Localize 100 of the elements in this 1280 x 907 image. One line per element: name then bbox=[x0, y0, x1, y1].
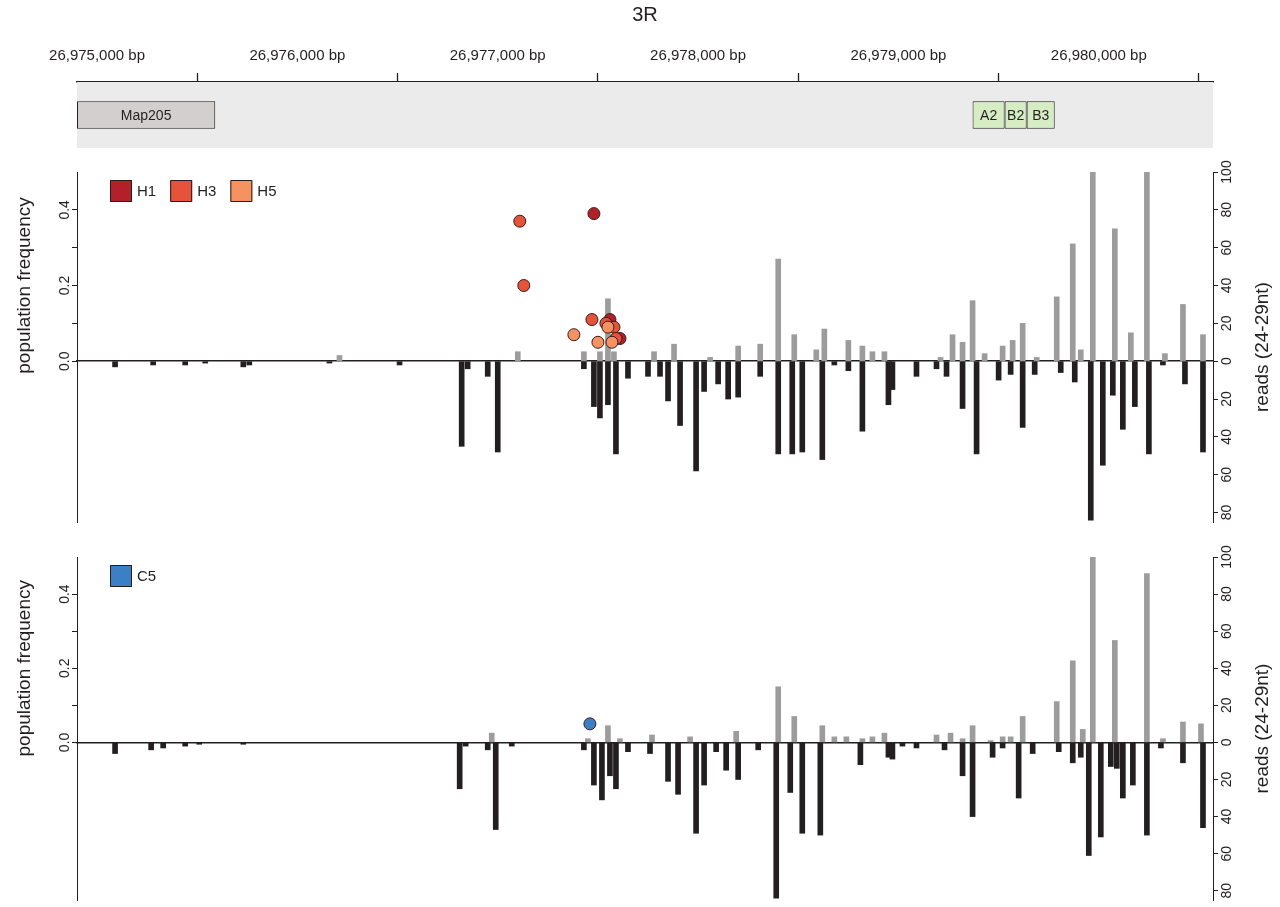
point bbox=[587, 207, 601, 221]
y2-tick-label: 60 bbox=[1217, 239, 1234, 256]
bar bbox=[687, 736, 693, 743]
bar bbox=[1162, 353, 1168, 362]
legend-label: C5 bbox=[137, 567, 157, 585]
bar bbox=[1180, 304, 1186, 362]
bar bbox=[1112, 640, 1118, 743]
bar bbox=[987, 740, 994, 743]
bar bbox=[1077, 349, 1084, 362]
bar bbox=[1200, 361, 1206, 453]
bar bbox=[1144, 172, 1150, 362]
y2-tick-label: 20 bbox=[1217, 697, 1234, 714]
series-label: A2 bbox=[980, 106, 998, 123]
bar bbox=[959, 738, 966, 743]
bar bbox=[757, 343, 764, 362]
point bbox=[513, 214, 527, 228]
y2-tick-label: 80 bbox=[1217, 586, 1234, 602]
y-tick-label: 0.0 bbox=[56, 351, 73, 371]
series-label: B2 bbox=[1007, 106, 1025, 123]
y-axis-title: population frequency bbox=[13, 579, 35, 757]
y2-tick-label: 40 bbox=[1217, 428, 1234, 445]
bar bbox=[581, 361, 587, 370]
bar bbox=[707, 357, 713, 362]
bar bbox=[671, 343, 677, 362]
y2-tick-label: 20 bbox=[1217, 391, 1234, 407]
x-tick-label: 26,980,000 bp bbox=[1050, 46, 1147, 64]
y2-tick-label: 100 bbox=[1217, 545, 1234, 569]
y2-tick-label: 60 bbox=[1217, 845, 1234, 862]
point bbox=[591, 335, 605, 349]
y-tick-label: 0.2 bbox=[56, 658, 73, 678]
x-tick-label: 26,977,000 bp bbox=[449, 46, 546, 64]
series-label: Map205 bbox=[120, 106, 172, 123]
bar bbox=[757, 361, 764, 377]
y2-axis-title: reads (24-29nt) bbox=[1251, 663, 1273, 794]
y2-tick-label: 60 bbox=[1217, 623, 1234, 639]
bar bbox=[1089, 172, 1096, 362]
bar bbox=[1033, 357, 1040, 362]
bar bbox=[1198, 723, 1204, 743]
bar bbox=[1079, 729, 1086, 743]
chart-title: 3R bbox=[632, 2, 658, 25]
bar bbox=[775, 361, 782, 455]
bar bbox=[1128, 332, 1134, 362]
bar bbox=[1053, 701, 1060, 743]
bar bbox=[1180, 721, 1186, 743]
x-tick-label: 26,978,000 bp bbox=[650, 46, 747, 64]
y2-tick-label: 40 bbox=[1217, 660, 1234, 677]
y-tick-label: 0.4 bbox=[56, 199, 73, 220]
y-tick-label: 0.4 bbox=[56, 584, 73, 604]
point bbox=[605, 335, 619, 349]
legend-label: H3 bbox=[197, 182, 217, 200]
y2-tick-label: 80 bbox=[1217, 504, 1234, 521]
bar bbox=[585, 738, 591, 743]
bar bbox=[514, 351, 521, 362]
bar bbox=[605, 361, 611, 406]
bar bbox=[1069, 660, 1076, 743]
series-label: B3 bbox=[1032, 106, 1050, 123]
y2-tick-label: 40 bbox=[1217, 277, 1234, 294]
bar bbox=[813, 349, 820, 362]
y2-axis-title: reads (24-29nt) bbox=[1251, 282, 1273, 412]
y2-tick-label: 20 bbox=[1217, 315, 1234, 332]
y2-tick-label: 60 bbox=[1217, 466, 1234, 483]
bar bbox=[859, 738, 866, 743]
y2-tick-label: 80 bbox=[1217, 201, 1234, 218]
bar bbox=[791, 716, 798, 743]
legend-label: H1 bbox=[137, 182, 157, 200]
bar bbox=[819, 725, 826, 743]
bar bbox=[937, 357, 944, 362]
bar bbox=[733, 730, 739, 743]
x-tick-label: 26,975,000 bp bbox=[49, 46, 145, 64]
bar bbox=[336, 355, 343, 362]
y-tick-label: 0.0 bbox=[56, 732, 73, 753]
y2-tick-label: 0 bbox=[1217, 357, 1234, 366]
bar bbox=[1200, 334, 1206, 362]
y2-tick-label: 40 bbox=[1217, 808, 1234, 825]
bar bbox=[775, 686, 782, 743]
bar bbox=[1144, 573, 1150, 743]
y2-tick-label: 100 bbox=[1217, 160, 1234, 184]
y2-tick-label: 20 bbox=[1217, 771, 1234, 788]
bar bbox=[775, 258, 782, 362]
bar bbox=[845, 361, 852, 371]
bar bbox=[617, 738, 623, 743]
x-tick-label: 26,976,000 bp bbox=[249, 46, 346, 64]
bar bbox=[869, 351, 876, 362]
bar bbox=[1069, 243, 1076, 362]
bar bbox=[735, 361, 741, 398]
bar bbox=[605, 725, 611, 743]
bar bbox=[881, 351, 888, 362]
point bbox=[585, 313, 599, 327]
bar bbox=[1053, 296, 1060, 362]
bar bbox=[581, 351, 587, 362]
bar bbox=[1089, 557, 1096, 743]
bar bbox=[735, 345, 741, 362]
bar bbox=[981, 353, 988, 362]
bar bbox=[1112, 228, 1118, 362]
legend-label: H5 bbox=[257, 182, 277, 200]
point bbox=[567, 328, 581, 342]
y2-tick-label: 80 bbox=[1217, 882, 1234, 899]
bar bbox=[597, 351, 603, 362]
y2-tick-label: 0 bbox=[1217, 738, 1234, 747]
bar bbox=[821, 328, 828, 362]
